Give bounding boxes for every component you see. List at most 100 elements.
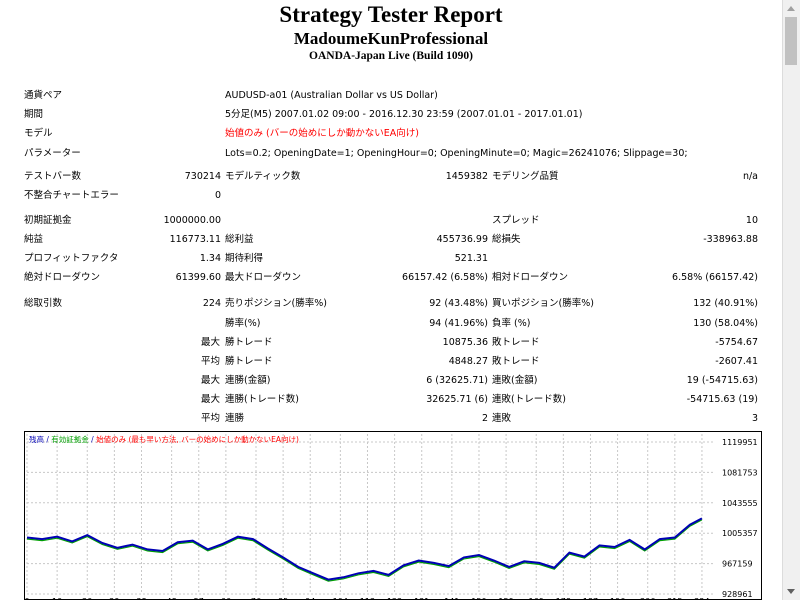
errors-value: 0 [214,190,221,201]
cons-wins-count-value: 32625.71 (6) [426,394,488,405]
gross-profit-value: 455736.99 [436,234,488,245]
max-label: 最大 [201,394,221,405]
equity-line [26,519,703,582]
x-tick-label: 187 [583,597,598,600]
chart-legend: 残高 / 有効証拠金 / 始値のみ (最も早い方法, バーの始めにしか動かないE… [29,434,299,444]
row-model: モデル 始値のみ (バーの始めにしか動かないEA向け) [0,126,782,142]
row-bars: テストバー数 730214 モデルティック数 1459382 モデリング品質 n… [0,169,782,185]
x-tick-label: 169 [529,597,544,600]
avg-cons-wins-label: 連勝 [225,413,245,424]
chart-x-axis: 0 10 20 29 38 48 57 66 76 85 94 104 113 122 131 141 150 1… [24,597,709,600]
bars-value: 730214 [184,171,221,182]
max-dd-label: 最大ドローダウン [225,272,302,283]
scroll-thumb[interactable] [785,17,797,65]
scroll-up-button[interactable] [783,0,800,17]
net-value: 116773.11 [169,234,221,245]
row-average: 平均 勝トレード 4848.27 敗トレード -2607.41 [0,354,782,370]
cons-losses-money-value: 19 (-54715.63) [686,375,758,386]
scroll-down-button[interactable] [783,583,800,600]
x-tick-label: 224 [694,597,709,600]
ea-name: MadoumeKunProfessional [293,29,489,48]
avg-loss-label: 敗トレード [492,356,540,367]
x-tick-label: 29 [109,597,119,600]
x-tick-label: 94 [305,597,315,600]
row-pf: プロフィットファクタ 1.34 期待利得 521.31 [0,251,782,267]
gross-loss-label: 総損失 [492,234,521,245]
win-label: 勝率(%) [225,318,261,329]
avg-cons-losses-label: 連敗 [492,413,512,424]
avg-cons-wins-value: 2 [481,413,488,424]
max-label: 最大 [201,375,221,386]
period-value: 5分足(M5) 2007.01.02 09:00 - 2016.12.30 23… [225,109,583,120]
y-tick-label: 1081753 [722,468,758,477]
spread-value: 10 [745,215,758,226]
x-tick-label: 104 [333,597,348,600]
chart-frame [24,431,762,600]
row-drawdown: 絶対ドローダウン 61399.60 最大ドローダウン 66157.42 (6.5… [0,270,782,286]
avg-cons-losses-value: 3 [751,413,758,424]
cons-losses-count-value: -54715.63 (19) [686,394,758,405]
deposit-value: 1000000.00 [163,215,221,226]
expected-label: 期待利得 [225,253,264,264]
x-tick-label: 122 [387,597,402,600]
row-deposit: 初期証拠金 1000000.00 スプレッド 10 [0,213,782,229]
x-tick-label: 215 [667,597,682,600]
y-tick-label: 1005357 [722,529,758,538]
symbol-value: AUDUSD-a01 (Australian Dollar vs US Doll… [225,90,438,101]
row-largest: 最大 勝トレード 10875.36 敗トレード -5754.67 [0,335,782,351]
long-value: 132 (40.91%) [693,298,758,309]
avg-label: 平均 [201,356,221,367]
expected-value: 521.31 [454,253,488,264]
y-tick-label: 928961 [722,590,753,599]
abs-dd-label: 絶対ドローダウン [24,272,101,283]
params-value: Lots=0.2; OpeningDate=1; OpeningHour=0; … [225,148,688,159]
row-cons-money: 最大 連勝(金額) 6 (32625.71) 連敗(金額) 19 (-54715… [0,373,782,389]
largest-loss-label: 敗トレード [492,337,540,348]
row-cons-count: 最大 連勝(トレード数) 32625.71 (6) 連敗(トレード数) -547… [0,392,782,408]
row-errors: 不整合チャートエラー 0 [0,188,782,204]
loss-value: 130 (58.04%) [693,318,758,329]
abs-dd-value: 61399.60 [175,272,221,283]
rel-dd-value: 6.58% (66157.42) [672,272,758,283]
symbol-label: 通貨ペア [24,90,63,101]
legend-model: 始値のみ (最も早い方法, バーの始めにしか動かないEA向け) [96,434,299,444]
x-tick-label: 131 [414,597,429,600]
legend-equity: 有効証拠金 [51,434,89,444]
x-tick-label: 20 [82,597,92,600]
pf-value: 1.34 [199,253,221,264]
model-label: モデル [24,128,53,139]
row-avg-cons: 平均 連勝 2 連敗 3 [0,411,782,427]
avg-win-value: 4848.27 [448,356,488,367]
avg-loss-value: -2607.41 [715,356,758,367]
vertical-scrollbar[interactable] [782,0,800,600]
gross-loss-value: -338963.88 [703,234,758,245]
x-tick-label: 159 [498,597,513,600]
max-dd-value: 66157.42 (6.58%) [402,272,488,283]
long-label: 買いポジション(勝率%) [492,298,594,309]
cons-wins-money-label: 連勝(金額) [225,375,271,386]
short-value: 92 (43.48%) [429,298,488,309]
win-value: 94 (41.96%) [429,318,488,329]
report-page: Strategy Tester Report MadoumeKunProfess… [0,2,782,600]
row-symbol: 通貨ペア AUDUSD-a01 (Australian Dollar vs US… [0,88,782,104]
pf-label: プロフィットファクタ [24,253,119,264]
cons-wins-money-value: 6 (32625.71) [426,375,488,386]
x-tick-label: 150 [471,597,486,600]
arrow-up-icon [787,6,795,11]
ticks-value: 1459382 [445,171,488,182]
row-params: パラメーター Lots=0.2; OpeningDate=1; OpeningH… [0,146,782,162]
row-win-rate: 勝率(%) 94 (41.96%) 負率 (%) 130 (58.04%) [0,316,782,332]
model-value: 始値のみ (バーの始めにしか動かないEA向け) [225,128,419,139]
legend-separator: / [44,435,51,444]
x-tick-label: 85 [278,597,288,600]
ticks-label: モデルティック数 [225,171,301,182]
deposit-label: 初期証拠金 [24,215,72,226]
bars-label: テストバー数 [24,171,82,182]
row-net: 純益 116773.11 総利益 455736.99 総損失 -338963.8… [0,232,782,248]
net-label: 純益 [24,234,44,245]
server-name: OANDA-Japan Live (Build 1090) [309,50,473,62]
avg-label: 平均 [201,413,221,424]
report-title: Strategy Tester Report [279,2,503,27]
x-tick-label: 141 [444,597,459,600]
loss-label: 負率 (%) [492,318,531,329]
